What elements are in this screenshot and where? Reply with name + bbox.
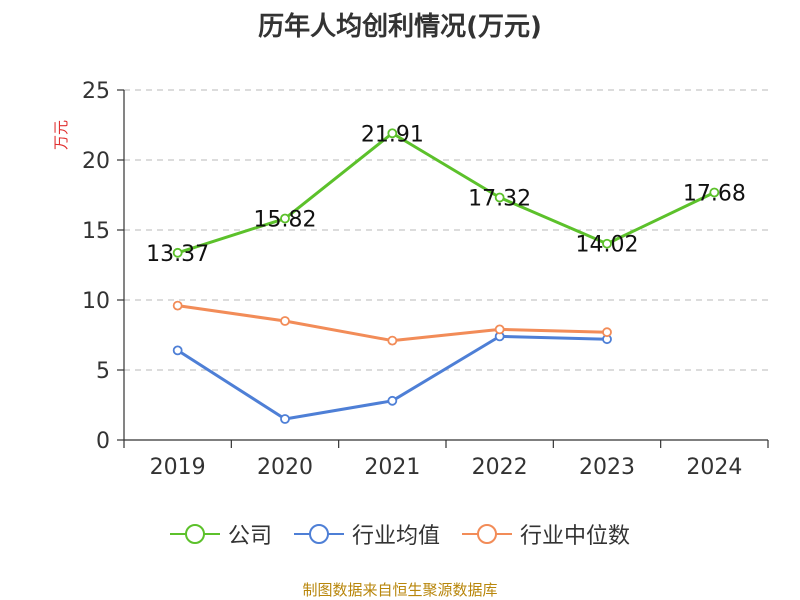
data-label: 17.32 — [468, 187, 531, 212]
data-label: 15.82 — [254, 208, 317, 233]
x-tick-label: 2020 — [257, 455, 313, 480]
data-label: 13.37 — [146, 242, 209, 267]
data-label: 17.68 — [683, 181, 746, 206]
chart-title: 历年人均创利情况(万元) — [258, 12, 542, 42]
data-point — [387, 128, 398, 139]
series-line-公司 — [177, 131, 715, 255]
x-tick-label: 2021 — [364, 455, 420, 480]
y-tick-label: 0 — [96, 429, 110, 454]
data-point — [280, 316, 290, 326]
x-tick-label: 2024 — [686, 455, 742, 480]
data-point — [602, 238, 612, 249]
data-point — [172, 345, 183, 356]
legend-marker-industry-avg — [293, 524, 344, 544]
x-tick-label: 2019 — [150, 455, 206, 480]
y-tick-label: 10 — [82, 289, 110, 314]
data-label: 21.91 — [361, 122, 424, 147]
data-point — [172, 247, 183, 258]
x-tick-label: 2023 — [579, 455, 635, 480]
data-point — [494, 324, 505, 335]
data-point — [280, 213, 290, 224]
legend-label-company: 公司 — [227, 524, 272, 549]
legend-marker-industry-median — [462, 524, 512, 544]
data-point — [602, 327, 612, 338]
series-line-行业中位数 — [177, 304, 608, 343]
data-point — [387, 335, 398, 346]
legend-item-industry-median[interactable]: 行业中位数 — [462, 518, 630, 550]
series-line-行业均值 — [176, 334, 608, 421]
data-point — [709, 187, 720, 198]
legend-label-industry-avg: 行业均值 — [351, 524, 440, 549]
data-point — [172, 300, 183, 311]
legend-item-industry-avg[interactable]: 行业均值 — [293, 518, 440, 550]
legend-item-company[interactable]: 公司 — [169, 518, 272, 550]
y-tick-label: 5 — [96, 359, 110, 384]
data-source-note: 制图数据来自恒生聚源数据库 — [302, 581, 498, 599]
data-point — [494, 192, 505, 203]
y-tick-label: 20 — [82, 149, 110, 174]
data-label: 14.02 — [576, 233, 639, 258]
data-point — [280, 414, 290, 424]
x-tick-label: 2022 — [472, 455, 528, 480]
chart-legend: 公司 行业均值 行业中位数 — [0, 518, 800, 550]
legend-label-industry-median: 行业中位数 — [520, 524, 631, 549]
y-tick-label: 15 — [82, 219, 110, 244]
y-tick-label: 25 — [82, 79, 110, 104]
data-point — [387, 395, 398, 406]
legend-marker-company — [169, 524, 220, 544]
